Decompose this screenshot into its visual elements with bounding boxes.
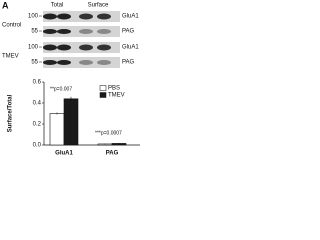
blot-band xyxy=(97,44,111,51)
legend-label: PBS xyxy=(108,86,120,92)
blot-band xyxy=(43,13,57,20)
column-header: Surface xyxy=(88,3,109,9)
blot-band xyxy=(43,29,57,34)
x-tick-label: PAG xyxy=(106,151,119,157)
blot-band xyxy=(57,44,71,51)
annotation: **p=0.007 xyxy=(50,86,72,92)
blot-band xyxy=(97,60,111,65)
blot-band xyxy=(57,13,71,20)
marker-label: 55 xyxy=(31,29,38,35)
blot-band xyxy=(43,60,57,65)
y-tick-label: 0.6 xyxy=(33,80,42,86)
legend-swatch xyxy=(99,92,107,98)
blot-band xyxy=(57,29,71,34)
column-header: Total xyxy=(51,3,64,9)
annotation: ***p=0.0007 xyxy=(95,130,122,136)
y-tick-label: 0.0 xyxy=(33,143,42,149)
marker-label: 100 xyxy=(28,45,39,51)
blot-band xyxy=(43,44,57,51)
marker-label: 55 xyxy=(31,60,38,66)
blot-band xyxy=(79,13,93,20)
marker-label: 100 xyxy=(28,14,39,20)
row-label: Control xyxy=(2,23,21,29)
legend-label: TMEV xyxy=(108,93,125,99)
figure: A Total Surface Control 100 GluA1 55 PAG TMEV… xyxy=(2,0,140,157)
blot-band xyxy=(57,60,71,65)
y-tick-label: 0.2 xyxy=(33,122,42,128)
blot-band xyxy=(97,29,111,34)
bar xyxy=(63,98,79,146)
protein-label: GluA1 xyxy=(122,14,139,20)
row-label: TMEV xyxy=(2,54,19,60)
blot-band xyxy=(79,44,93,51)
blot-band xyxy=(97,13,111,20)
legend-swatch xyxy=(99,85,107,91)
blot-band xyxy=(79,29,93,34)
y-axis-label: Surface/Total xyxy=(8,94,14,132)
y-tick-label: 0.4 xyxy=(33,101,42,107)
protein-label: GluA1 xyxy=(122,45,139,51)
protein-label: PAG xyxy=(122,29,135,35)
bar xyxy=(49,113,65,146)
x-tick-label: GluA1 xyxy=(55,151,73,157)
protein-label: PAG xyxy=(122,60,135,66)
panel-label: A xyxy=(2,0,9,10)
blot-band xyxy=(79,60,93,65)
